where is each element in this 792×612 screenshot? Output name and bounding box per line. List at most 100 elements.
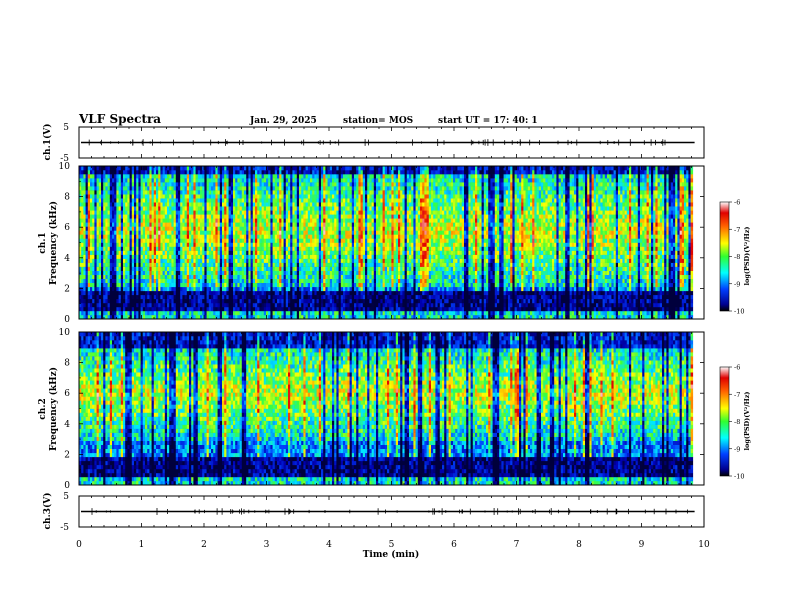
spectrogram-cell [230,310,234,316]
spectrogram-cell [180,282,183,288]
spectrogram-cell [349,214,353,219]
spectrogram-cell [252,274,256,279]
spectrogram-cell [246,166,249,171]
spectrogram-cell [158,178,161,183]
spectrogram-cell [219,302,223,308]
spectrogram-cell [208,170,212,175]
spectrogram-cell [85,294,89,300]
spectrogram-cell [224,182,227,187]
spectrogram-cell [147,294,150,300]
spectrogram-cell [129,250,133,255]
spectrogram-cell [343,302,346,308]
spectrogram-cell [358,166,361,171]
spectrogram-cell [149,282,152,288]
spectrogram-cell [140,218,144,223]
spectrogram-cell [349,274,353,279]
spectrogram-cell [222,258,225,263]
spectrogram-cell [224,290,227,296]
spectrogram-cell [136,182,139,187]
spectrogram-cell [162,246,166,251]
spectrogram-cell [301,194,304,199]
spectrogram-cell [151,294,155,300]
spectrogram-cell [215,242,218,247]
spectrogram-cell [233,206,236,211]
spectrogram-cell [120,286,124,292]
spectrogram-cell [215,230,218,235]
spectrogram-cell [294,298,298,304]
spectrogram-cell [98,182,102,187]
spectrogram-cell [277,182,280,187]
spectrogram-cell [180,194,183,199]
spectrogram-cell [263,298,267,304]
spectrogram-cell [158,282,161,288]
spectrogram-cell [270,190,273,195]
spectrogram-cell [296,226,300,231]
spectrogram-cell [195,202,199,207]
spectrogram-cell [228,222,232,227]
spectrogram-cell [233,202,236,207]
spectrogram-cell [109,210,113,215]
spectrogram-cell [191,286,194,292]
spectrogram-cell [312,254,315,259]
spectrogram-cell [248,282,251,288]
spectrogram-cell [252,202,256,207]
spectrogram-cell [162,310,166,316]
spectrogram-cell [206,306,210,312]
spectrogram-cell [360,202,364,207]
spectrogram-cell [145,170,148,175]
spectrogram-cell [263,202,267,207]
spectrogram-cell [299,302,302,308]
spectrogram-cell [318,186,322,191]
spectrogram-cell [325,306,328,312]
spectrogram-cell [305,186,309,191]
spectrogram-cell [310,174,313,179]
spectrogram-cell [151,278,155,283]
spectrogram-cell [142,170,146,175]
spectrogram-cell [318,206,322,211]
spectrogram-cell [79,206,82,211]
spectrogram-cell [345,274,348,279]
spectrogram-cell [340,190,344,195]
spectrogram-cell [347,174,350,179]
spectrogram-cell [217,190,221,195]
spectrogram-cell [305,302,309,308]
spectrogram-cell [217,246,221,251]
spectrogram-cell [356,290,359,296]
spectrogram-cell [107,315,111,320]
spectrogram-cell [351,230,355,235]
spectrogram-cell [354,214,357,219]
spectrogram-cell [127,206,130,211]
spectrogram-cell [274,270,278,275]
spectrogram-cell [103,170,106,175]
spectrogram-cell [250,286,254,292]
spectrogram-cell [153,238,157,243]
spectrogram-cell [224,194,227,199]
spectrogram-cell [206,250,210,255]
spectrogram-cell [193,210,196,215]
spectrogram-cell [255,234,258,239]
spectrogram-cell [362,310,366,316]
spectrogram-cell [211,310,214,316]
spectrogram-cell [136,198,139,203]
spectrogram-cell [134,210,137,215]
spectrogram-cell [314,218,317,223]
spectrogram-cell [98,190,102,195]
spectrogram-cell [325,234,328,239]
spectrogram-cell [156,174,159,179]
spectrogram-cell [167,178,170,183]
spectrogram-cell [340,282,344,288]
spectrogram-cell [360,166,364,171]
spectrogram-cell [202,182,205,187]
spectrogram-cell [340,270,344,275]
spectrogram-cell [217,274,221,279]
spectrogram-cell [87,298,91,304]
spectrogram-cell [250,170,254,175]
spectrogram-cell [116,214,119,219]
spectrogram-cell [193,238,196,243]
spectrogram-cell [195,198,199,203]
spectrogram-cell [87,206,91,211]
spectrogram-cell [323,166,326,171]
spectrogram-cell [230,186,234,191]
spectrogram-cell [90,286,93,292]
